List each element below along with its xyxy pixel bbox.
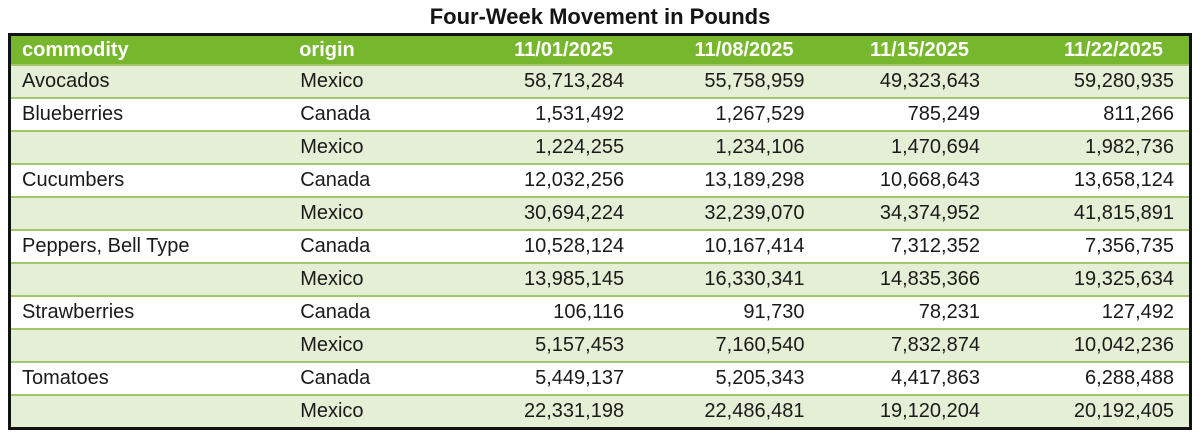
value-cell-week3: 4,417,863 xyxy=(819,362,995,395)
value-cell-week1: 12,032,256 xyxy=(448,164,640,197)
value-cell-week3: 7,312,352 xyxy=(819,230,995,263)
origin-cell: Canada xyxy=(288,164,449,197)
origin-cell: Mexico xyxy=(288,65,449,98)
value-cell-week3: 49,323,643 xyxy=(819,65,995,98)
origin-cell: Mexico xyxy=(288,395,449,429)
table-body: Avocados Mexico 58,713,284 55,758,959 49… xyxy=(9,65,1191,429)
value-cell-week2: 55,758,959 xyxy=(639,65,820,98)
table-row: Cucumbers Canada 12,032,256 13,189,298 1… xyxy=(9,164,1191,197)
commodity-cell: Peppers, Bell Type xyxy=(9,230,289,263)
value-cell-week2: 13,189,298 xyxy=(639,164,820,197)
value-cell-week4: 19,325,634 xyxy=(994,263,1191,296)
origin-cell: Mexico xyxy=(288,131,449,164)
value-cell-week1: 106,116 xyxy=(448,296,640,329)
value-cell-week1: 10,528,124 xyxy=(448,230,640,263)
value-cell-week3: 7,832,874 xyxy=(819,329,995,362)
movement-table: commodity origin 11/01/2025 11/08/2025 1… xyxy=(8,33,1192,430)
table-row: Strawberries Canada 106,116 91,730 78,23… xyxy=(9,296,1191,329)
value-cell-week4: 6,288,488 xyxy=(994,362,1191,395)
commodity-cell: Cucumbers xyxy=(9,164,289,197)
value-cell-week2: 91,730 xyxy=(639,296,820,329)
value-cell-week2: 32,239,070 xyxy=(639,197,820,230)
column-header-commodity: commodity xyxy=(9,34,289,65)
table-header: commodity origin 11/01/2025 11/08/2025 1… xyxy=(9,34,1191,65)
table-row: Mexico 5,157,453 7,160,540 7,832,874 10,… xyxy=(9,329,1191,362)
origin-cell: Canada xyxy=(288,230,449,263)
value-cell-week1: 30,694,224 xyxy=(448,197,640,230)
table-row: Peppers, Bell Type Canada 10,528,124 10,… xyxy=(9,230,1191,263)
value-cell-week3: 785,249 xyxy=(819,98,995,131)
value-cell-week1: 1,531,492 xyxy=(448,98,640,131)
commodity-cell: Avocados xyxy=(9,65,289,98)
table-row: Blueberries Canada 1,531,492 1,267,529 7… xyxy=(9,98,1191,131)
table-row: Mexico 30,694,224 32,239,070 34,374,952 … xyxy=(9,197,1191,230)
origin-cell: Canada xyxy=(288,362,449,395)
value-cell-week3: 10,668,643 xyxy=(819,164,995,197)
commodity-cell: Blueberries xyxy=(9,98,289,131)
table-row: Mexico 22,331,198 22,486,481 19,120,204 … xyxy=(9,395,1191,429)
origin-cell: Mexico xyxy=(288,329,449,362)
value-cell-week3: 14,835,366 xyxy=(819,263,995,296)
value-cell-week4: 127,492 xyxy=(994,296,1191,329)
value-cell-week1: 13,985,145 xyxy=(448,263,640,296)
origin-cell: Canada xyxy=(288,296,449,329)
column-header-origin: origin xyxy=(288,34,449,65)
value-cell-week2: 7,160,540 xyxy=(639,329,820,362)
table-row: Tomatoes Canada 5,449,137 5,205,343 4,41… xyxy=(9,362,1191,395)
column-header-week1: 11/01/2025 xyxy=(448,34,640,65)
value-cell-week2: 22,486,481 xyxy=(639,395,820,429)
value-cell-week4: 20,192,405 xyxy=(994,395,1191,429)
value-cell-week4: 1,982,736 xyxy=(994,131,1191,164)
table-row: Avocados Mexico 58,713,284 55,758,959 49… xyxy=(9,65,1191,98)
value-cell-week3: 34,374,952 xyxy=(819,197,995,230)
commodity-cell xyxy=(9,329,289,362)
value-cell-week4: 41,815,891 xyxy=(994,197,1191,230)
value-cell-week1: 22,331,198 xyxy=(448,395,640,429)
value-cell-week1: 5,449,137 xyxy=(448,362,640,395)
value-cell-week4: 10,042,236 xyxy=(994,329,1191,362)
header-row: commodity origin 11/01/2025 11/08/2025 1… xyxy=(9,34,1191,65)
commodity-cell xyxy=(9,197,289,230)
value-cell-week2: 5,205,343 xyxy=(639,362,820,395)
value-cell-week1: 5,157,453 xyxy=(448,329,640,362)
value-cell-week2: 1,267,529 xyxy=(639,98,820,131)
commodity-cell xyxy=(9,131,289,164)
table-row: Mexico 13,985,145 16,330,341 14,835,366 … xyxy=(9,263,1191,296)
origin-cell: Mexico xyxy=(288,197,449,230)
column-header-week3: 11/15/2025 xyxy=(819,34,995,65)
commodity-cell xyxy=(9,263,289,296)
value-cell-week2: 16,330,341 xyxy=(639,263,820,296)
value-cell-week3: 19,120,204 xyxy=(819,395,995,429)
column-header-week2: 11/08/2025 xyxy=(639,34,820,65)
origin-cell: Mexico xyxy=(288,263,449,296)
table-row: Mexico 1,224,255 1,234,106 1,470,694 1,9… xyxy=(9,131,1191,164)
value-cell-week3: 78,231 xyxy=(819,296,995,329)
value-cell-week4: 59,280,935 xyxy=(994,65,1191,98)
column-header-week4: 11/22/2025 xyxy=(994,34,1191,65)
origin-cell: Canada xyxy=(288,98,449,131)
value-cell-week1: 1,224,255 xyxy=(448,131,640,164)
commodity-cell: Strawberries xyxy=(9,296,289,329)
value-cell-week1: 58,713,284 xyxy=(448,65,640,98)
value-cell-week4: 811,266 xyxy=(994,98,1191,131)
commodity-cell xyxy=(9,395,289,429)
value-cell-week2: 1,234,106 xyxy=(639,131,820,164)
value-cell-week2: 10,167,414 xyxy=(639,230,820,263)
value-cell-week3: 1,470,694 xyxy=(819,131,995,164)
value-cell-week4: 7,356,735 xyxy=(994,230,1191,263)
commodity-cell: Tomatoes xyxy=(9,362,289,395)
value-cell-week4: 13,658,124 xyxy=(994,164,1191,197)
page-title: Four-Week Movement in Pounds xyxy=(429,4,771,29)
